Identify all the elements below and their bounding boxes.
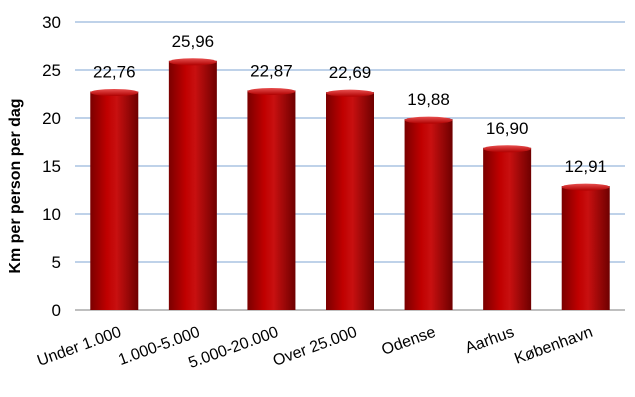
y-tick-label: 0 [52,301,61,320]
bar-body [326,92,374,311]
data-label: 12,91 [564,157,607,176]
bar [561,183,610,310]
bars [90,58,610,311]
data-label: 19,88 [407,90,450,109]
bar-cap [247,87,296,95]
data-label: 16,90 [486,119,529,138]
y-tick-label: 20 [42,109,61,128]
y-tick-label: 25 [42,61,61,80]
x-tick-label: Aarhus [463,324,516,357]
bar-body [404,119,453,310]
bar-cap [90,89,139,97]
bar [326,89,374,311]
x-tick-label: Odense [379,324,438,359]
bar [90,89,139,310]
bar-body [247,90,296,310]
data-labels: 22,76 25,96 22,87 22,69 19,88 16,90 12,91 [93,32,607,176]
y-tick-label: 5 [52,253,61,272]
x-tick-label: København [512,324,595,368]
bar-cap [483,145,532,153]
x-tick-label: 5.000-20.000 [186,324,281,372]
bar-cap [404,116,453,124]
x-tick-label: Under 1.000 [35,324,124,370]
y-tick-label: 15 [42,157,61,176]
bar-body [483,147,532,310]
bar [247,87,296,310]
x-tick-label: Over 25.000 [271,324,360,370]
y-axis-title: Km per person per dag [7,98,24,273]
bar-cap [168,58,217,66]
bar-cap [561,183,610,191]
bar [168,58,217,311]
bar-body [168,60,217,311]
y-tick-label: 30 [42,13,61,32]
bar [404,116,453,310]
bar-body [561,186,610,310]
data-label: 22,69 [329,63,372,82]
bar [483,145,532,310]
data-label: 25,96 [172,32,215,51]
data-label: 22,76 [93,63,136,82]
data-label: 22,87 [250,61,293,80]
bar-cap [326,89,374,97]
y-tick-label: 10 [42,205,61,224]
bar-body [90,91,139,310]
